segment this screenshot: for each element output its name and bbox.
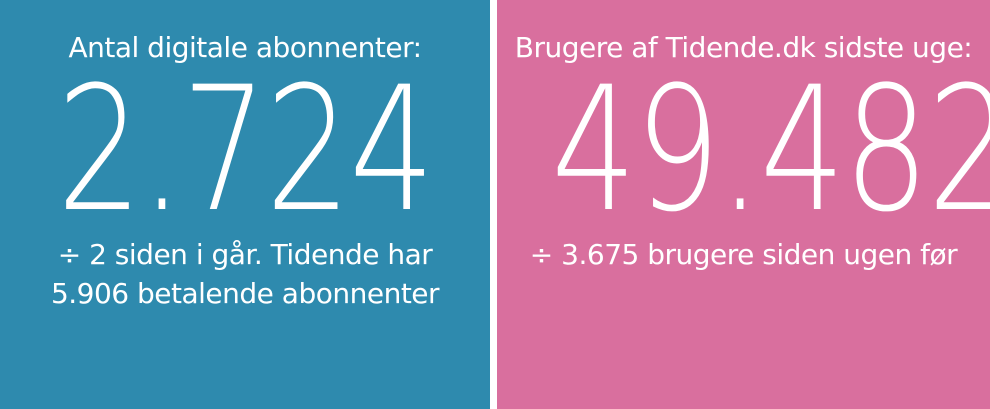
digital-subscribers-change: ÷ 2 siden i går. Tidende har [57, 238, 433, 271]
digital-subscribers-note: ÷ 2 siden i går. Tidende har 5.906 betal… [0, 235, 490, 313]
weekly-users-note: ÷ 3.675 brugere siden ugen før [497, 235, 990, 274]
weekly-users-change: ÷ 3.675 brugere siden ugen før [529, 238, 958, 271]
weekly-users-count: 49.482 [551, 49, 990, 250]
weekly-users-label: Brugere af Tidende.dk sidste uge: [514, 31, 973, 64]
digital-subscribers-panel: Antal digitale abonnenter: 2.724 ÷ 2 sid… [0, 0, 490, 409]
digital-subscribers-label: Antal digitale abonnenter: [68, 31, 422, 64]
paying-subscribers-total: 5.906 betalende abonnenter [50, 277, 440, 310]
digital-subscribers-count: 2.724 [56, 49, 435, 250]
weekly-users-panel: Brugere af Tidende.dk sidste uge: 49.482… [497, 0, 990, 409]
